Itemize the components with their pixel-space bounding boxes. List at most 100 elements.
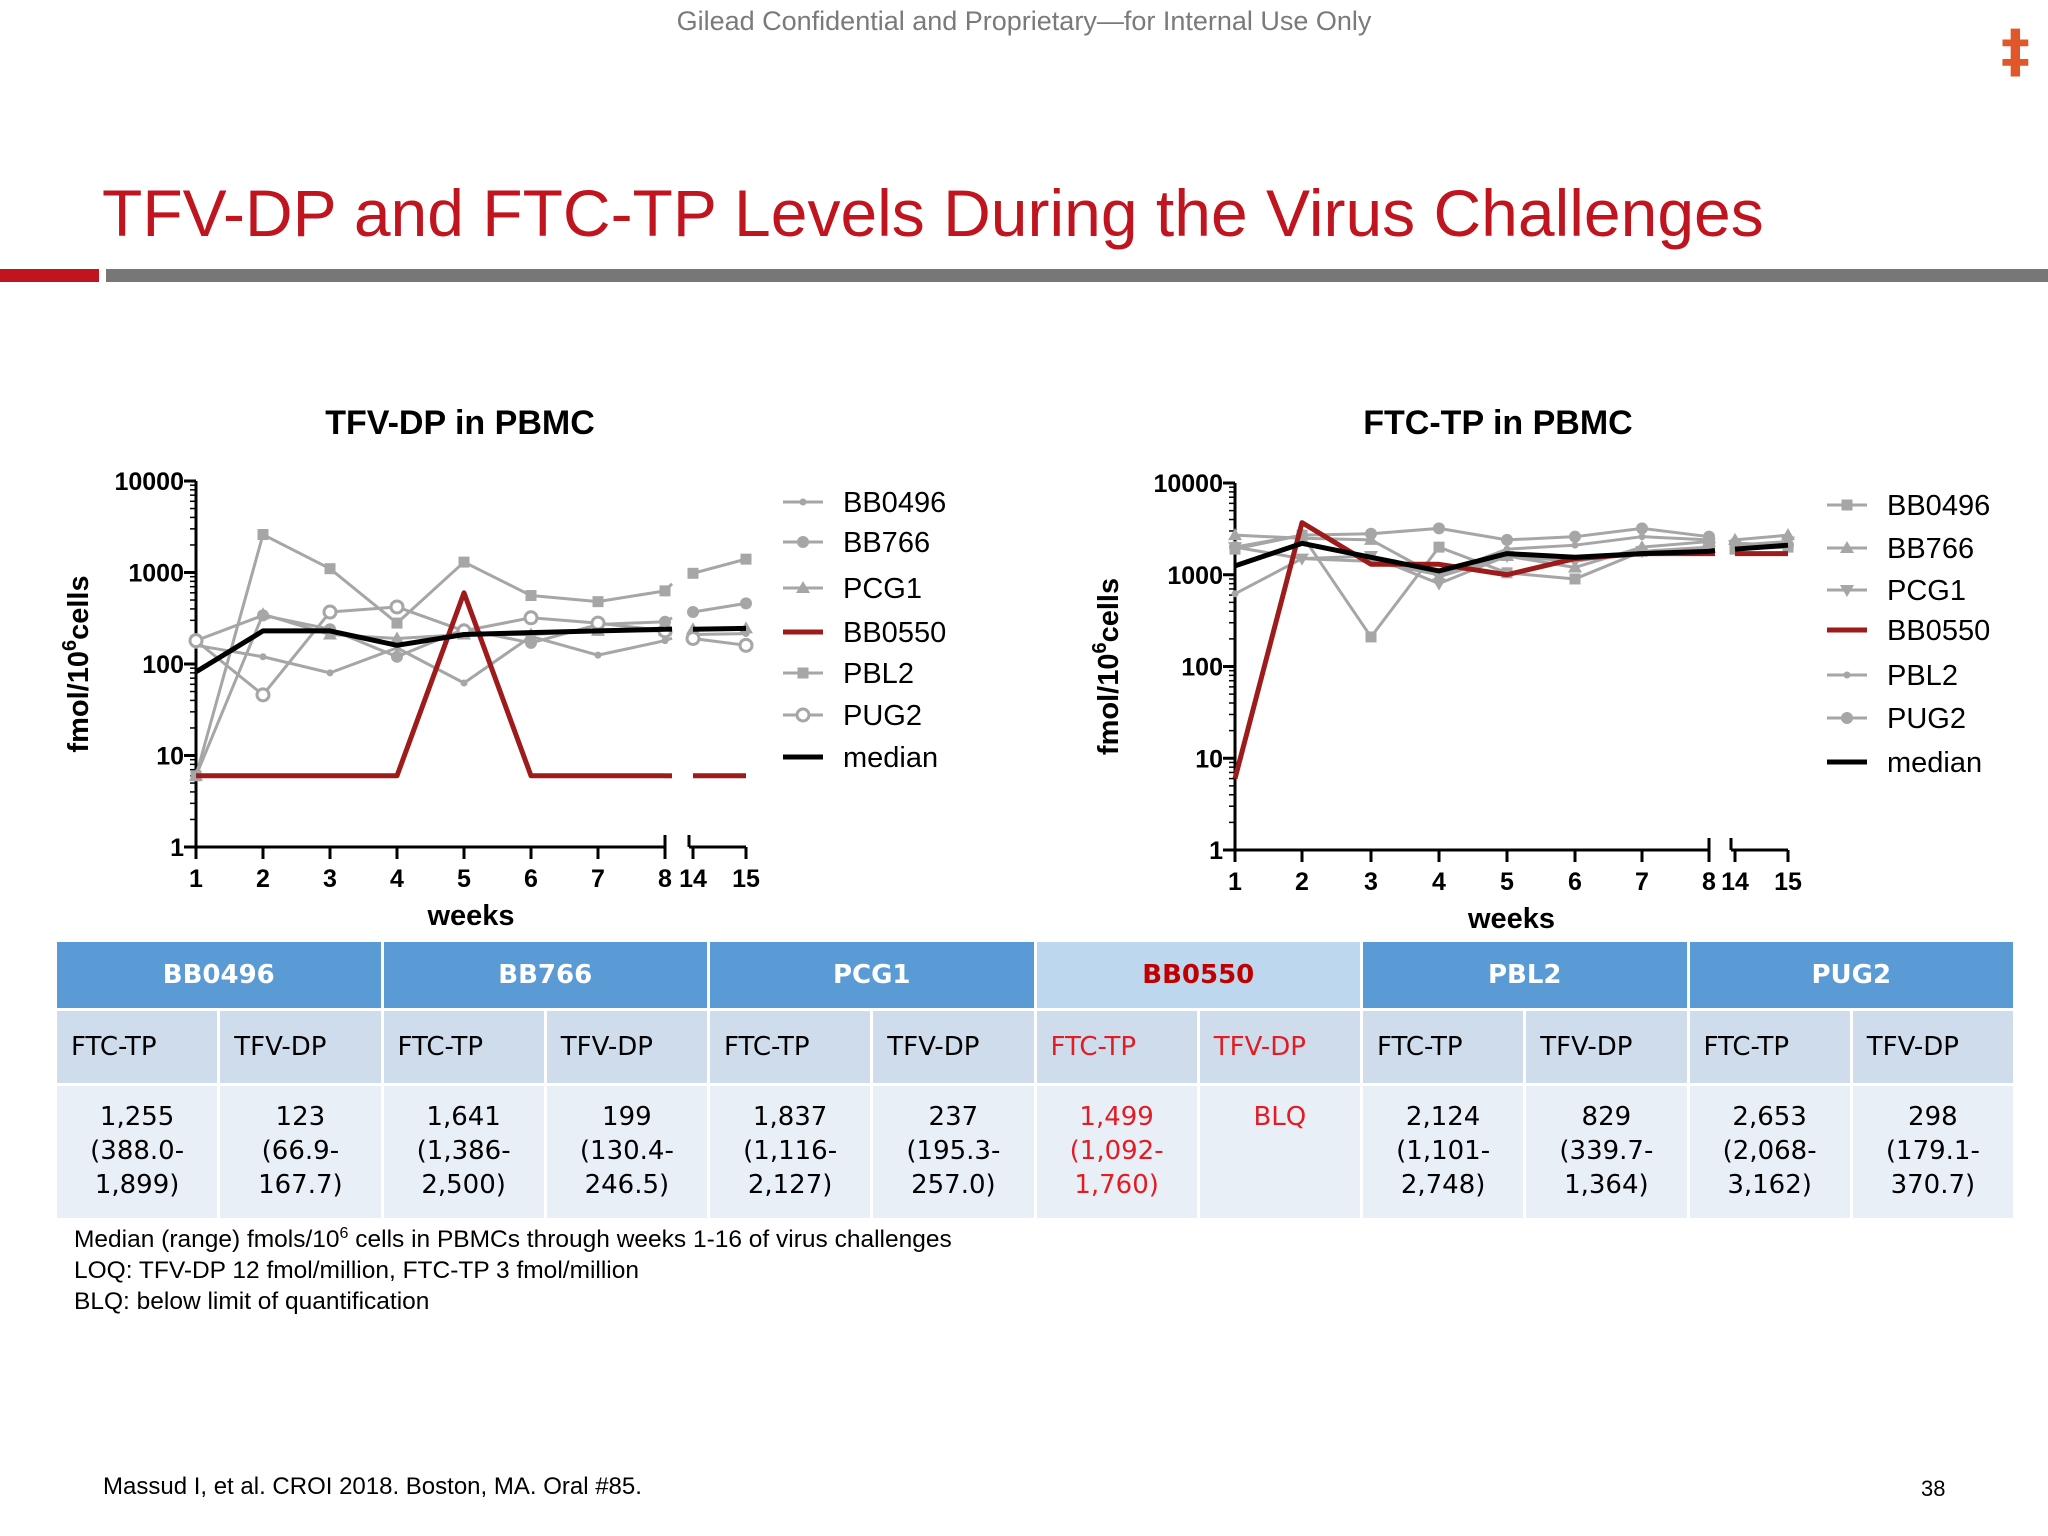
legend-item-pbl2: PBL2 [1827,660,1958,692]
table-header-row: BB0496 BB766 PCG1 BB0550 PBL2 PUG2 [57,942,2013,1008]
series-median [1234,540,1789,574]
legend-label: PBL2 [843,658,914,690]
data-point [1636,522,1648,535]
data-point [322,604,338,620]
legend-label: BB0550 [843,617,946,649]
legend-label: median [843,742,938,774]
data-point [525,636,537,649]
x-tick-label: 8 [1702,868,1716,896]
data-point [797,667,809,679]
column-label: TFV-DP [220,1011,381,1083]
data-point [460,679,468,687]
y-tick-label: 10000 [1153,470,1223,498]
value-cell: 1,641 (1,386- 2,500) [383,1086,544,1218]
series-line [692,601,747,614]
data-point [188,633,204,649]
data-point [1571,541,1579,549]
data-point [1638,533,1646,541]
data-point [458,556,470,568]
column-label: FTC-TP [1363,1011,1524,1083]
median-value: 298 [1908,1102,1958,1132]
range-value: (1,116- [743,1136,838,1166]
median-value: 2,124 [1405,1102,1481,1132]
range-value: 1,899) [94,1170,180,1200]
data-point [1841,712,1853,724]
series-line [692,632,747,637]
range-value: (130.4- [579,1136,674,1166]
value-cell: 123 (66.9- 167.7) [220,1086,381,1218]
y-tick-label: 100 [1181,654,1223,682]
group-header-bb766: BB766 [383,942,707,1008]
data-point [1231,590,1239,598]
median-value: 1,837 [752,1102,828,1132]
data-point [256,607,270,620]
range-value: (388.0- [90,1136,185,1166]
legend-item-bb0550: BB0550 [783,617,946,649]
legend-label: BB0496 [1887,490,1990,522]
value-cell: 199 (130.4- 246.5) [546,1086,707,1218]
median-value: 237 [928,1102,979,1132]
x-tick-label: 4 [1432,868,1446,896]
data-point [324,563,336,575]
data-point [1503,545,1511,553]
data-point [1433,522,1445,535]
value-cell: 1,837 (1,116- 2,127) [710,1086,871,1218]
group-header-pcg1: PCG1 [710,942,1034,1008]
column-label: TFV-DP [546,1011,707,1083]
range-value: (339.7- [1559,1136,1654,1166]
data-point [1569,573,1581,585]
x-tick-label: 15 [732,865,760,893]
slide-title: TFV-DP and FTC-TP Levels During the Viru… [102,176,1764,250]
data-point [1229,541,1241,554]
range-value: 246.5) [584,1170,670,1200]
legend-item-bb0496: BB0496 [783,487,946,519]
data-point [1703,530,1715,543]
data-point [257,529,269,541]
x-tick-label: 14 [1721,868,1749,896]
summary-table: BB0496 BB766 PCG1 BB0550 PBL2 PUG2 FTC-TP TFV-… [54,939,2016,1221]
data-point [687,567,699,579]
legend-item-pcg1: PCG1 [783,573,922,605]
median-value: 1,641 [426,1102,501,1132]
group-header-bb0550: BB0550 [1036,942,1360,1008]
x-tick-label: 5 [457,865,471,893]
legend-label: PUG2 [843,700,922,732]
y-tick-label: 1000 [128,560,184,588]
legend-item-bb0550: BB0550 [1827,615,1990,647]
title-rule [106,269,2048,282]
data-point [1729,537,1741,550]
x-tick-label: 1 [189,865,203,893]
range-value: 3,162) [1727,1170,1812,1200]
series-bb0550 [196,590,746,779]
value-cell: 1,255 (388.0- 1,899) [57,1086,218,1218]
data-point [738,637,754,653]
legend-item-median: median [1827,747,1982,779]
column-label: FTC-TP [57,1011,218,1083]
footnote-median: Median (range) fmols/106 cells in PBMCs … [74,1225,952,1254]
footnote-loq: LOQ: TFV-DP 12 fmol/million, FTC-TP 3 fm… [74,1257,639,1285]
data-point [1228,528,1242,541]
data-point [326,669,334,677]
x-tick-label: 8 [658,865,672,893]
data-point [1365,527,1377,540]
legend-label: BB766 [1887,533,1974,565]
series-line [195,634,666,685]
value-cell: 2,653 (2,068- 3,162) [1689,1086,1850,1218]
range-value: (66.9- [261,1136,340,1166]
data-point [523,610,539,626]
double-dagger-icon: ‡ [2001,17,2030,85]
data-point [687,606,699,619]
column-label: TFV-DP [873,1011,1034,1083]
series-line [1734,542,1789,552]
y-tick-label: 10000 [114,468,184,496]
data-point [592,596,604,608]
data-point [1843,671,1851,679]
value-cell: 298 (179.1- 370.7) [1852,1086,2013,1218]
group-header-bb0496: BB0496 [57,942,381,1008]
median-value: 1,255 [99,1102,175,1132]
title-rule-accent [0,269,99,282]
x-tick-label: 7 [591,865,605,893]
column-label: FTC-TP [710,1011,871,1083]
range-value: 167.7) [258,1170,343,1200]
data-point [1840,585,1854,597]
